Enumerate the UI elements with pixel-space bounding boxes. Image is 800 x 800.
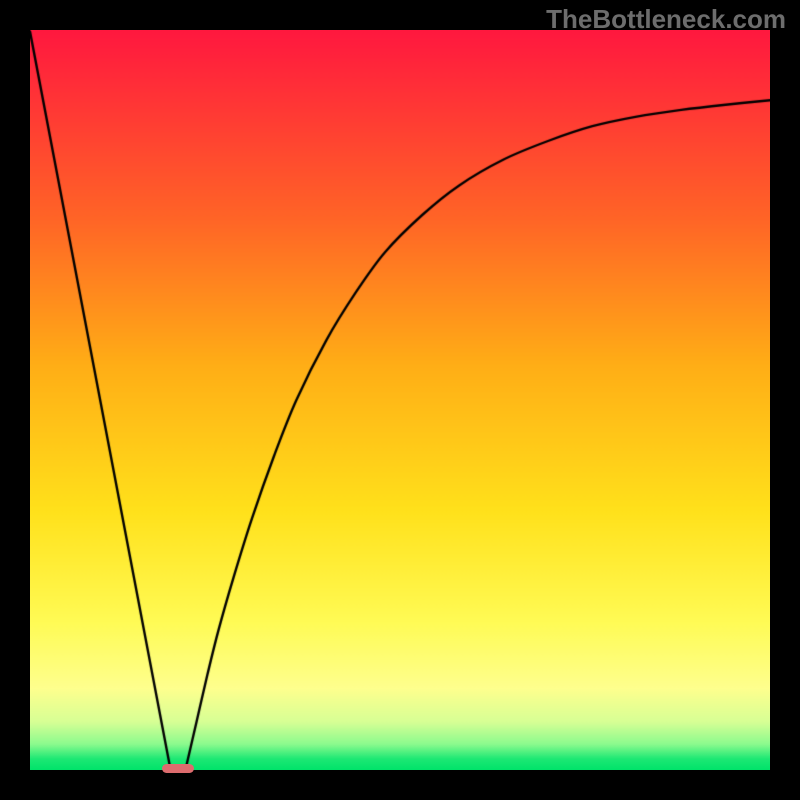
bottleneck-curve: [30, 30, 770, 770]
plot-area: [30, 30, 770, 770]
figure-root: TheBottleneck.com: [0, 0, 800, 800]
watermark-text: TheBottleneck.com: [546, 4, 786, 35]
min-marker: [162, 764, 193, 774]
